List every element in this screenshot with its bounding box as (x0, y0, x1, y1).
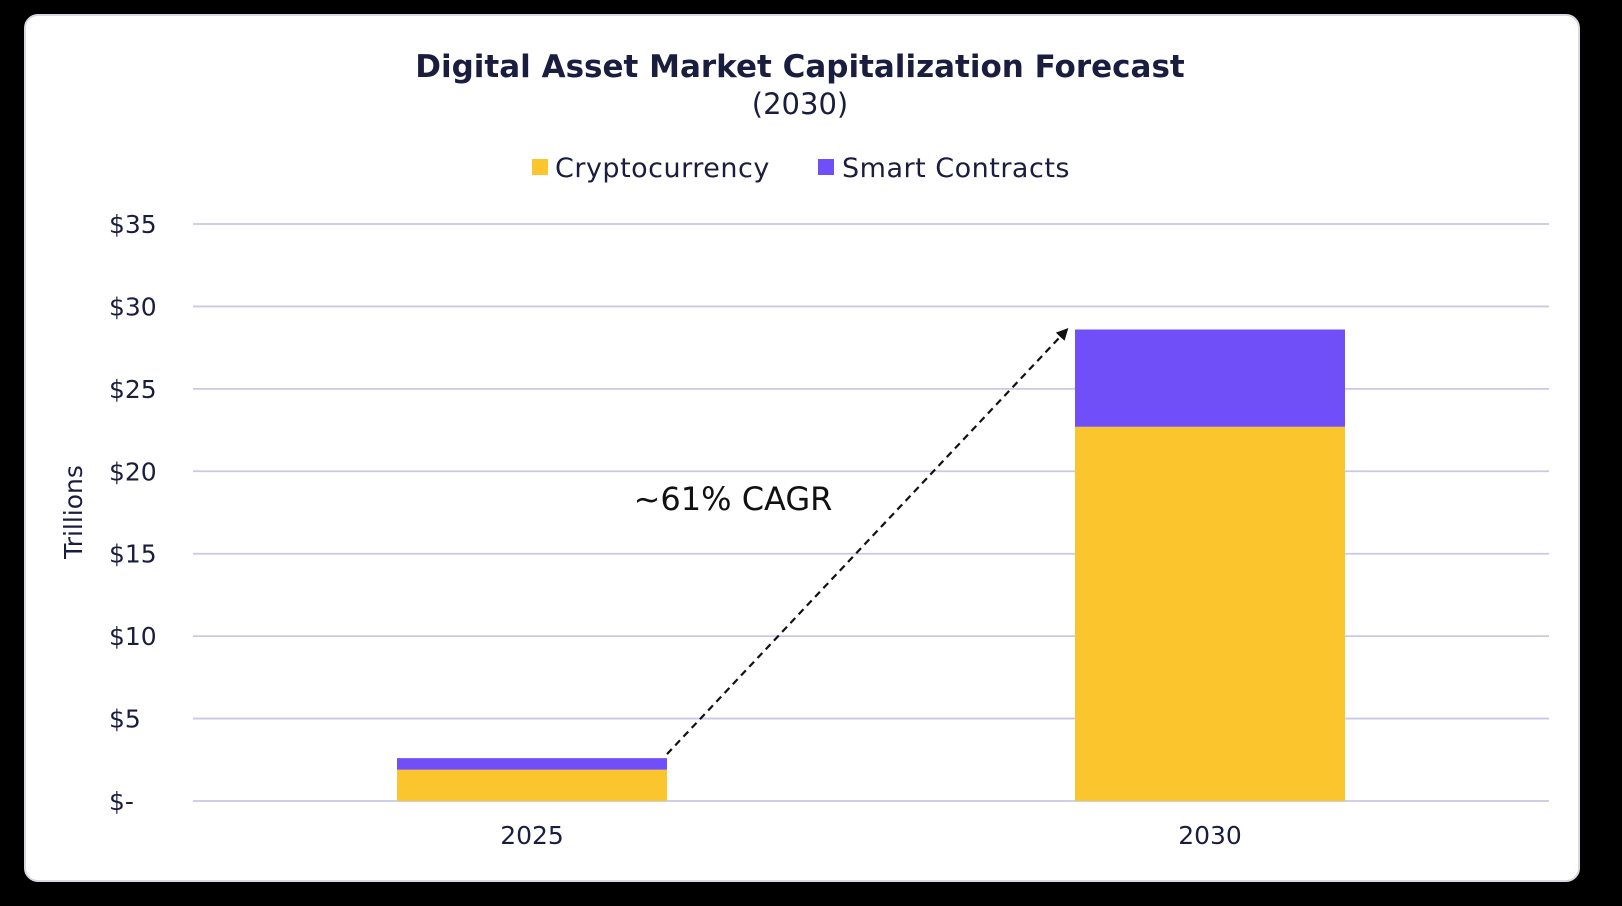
cagr-arrow (666, 328, 1069, 755)
bar-cryptocurrency-2030 (1075, 426, 1345, 801)
y-tick-label: $25 (109, 375, 157, 404)
chart-subtitle: (2030) (752, 87, 848, 121)
chart-title: Digital Asset Market Capitalization Fore… (415, 49, 1185, 85)
y-tick-label: $5 (109, 705, 141, 734)
y-tick-label: $10 (109, 622, 157, 651)
y-tick-labels: $- $5 $10 $15 $20 $25 $30 $35 (109, 210, 157, 816)
bar-smart-contracts-2030 (1075, 329, 1345, 427)
y-axis-title: Trillions (59, 465, 88, 560)
x-tick-labels: 2025 2030 (500, 821, 1242, 850)
gridlines (193, 223, 1549, 802)
y-tick-label: $- (109, 787, 134, 816)
bars (397, 329, 1345, 801)
y-tick-label: $20 (109, 457, 157, 486)
legend-label-smart-contracts: Smart Contracts (842, 153, 1070, 184)
y-tick-label: $15 (109, 540, 157, 569)
legend-swatch-smart-contracts (818, 159, 834, 175)
cagr-annotation: ~61% CAGR (634, 480, 833, 518)
x-tick-label: 2030 (1178, 821, 1242, 850)
legend: Cryptocurrency Smart Contracts (532, 153, 1070, 184)
bar-smart-contracts-2025 (397, 758, 667, 770)
y-tick-label: $30 (109, 292, 157, 321)
bar-cryptocurrency-2025 (397, 769, 667, 801)
legend-label-cryptocurrency: Cryptocurrency (555, 153, 770, 184)
legend-swatch-cryptocurrency (532, 159, 548, 175)
x-tick-label: 2025 (500, 821, 564, 850)
y-tick-label: $35 (109, 210, 157, 239)
